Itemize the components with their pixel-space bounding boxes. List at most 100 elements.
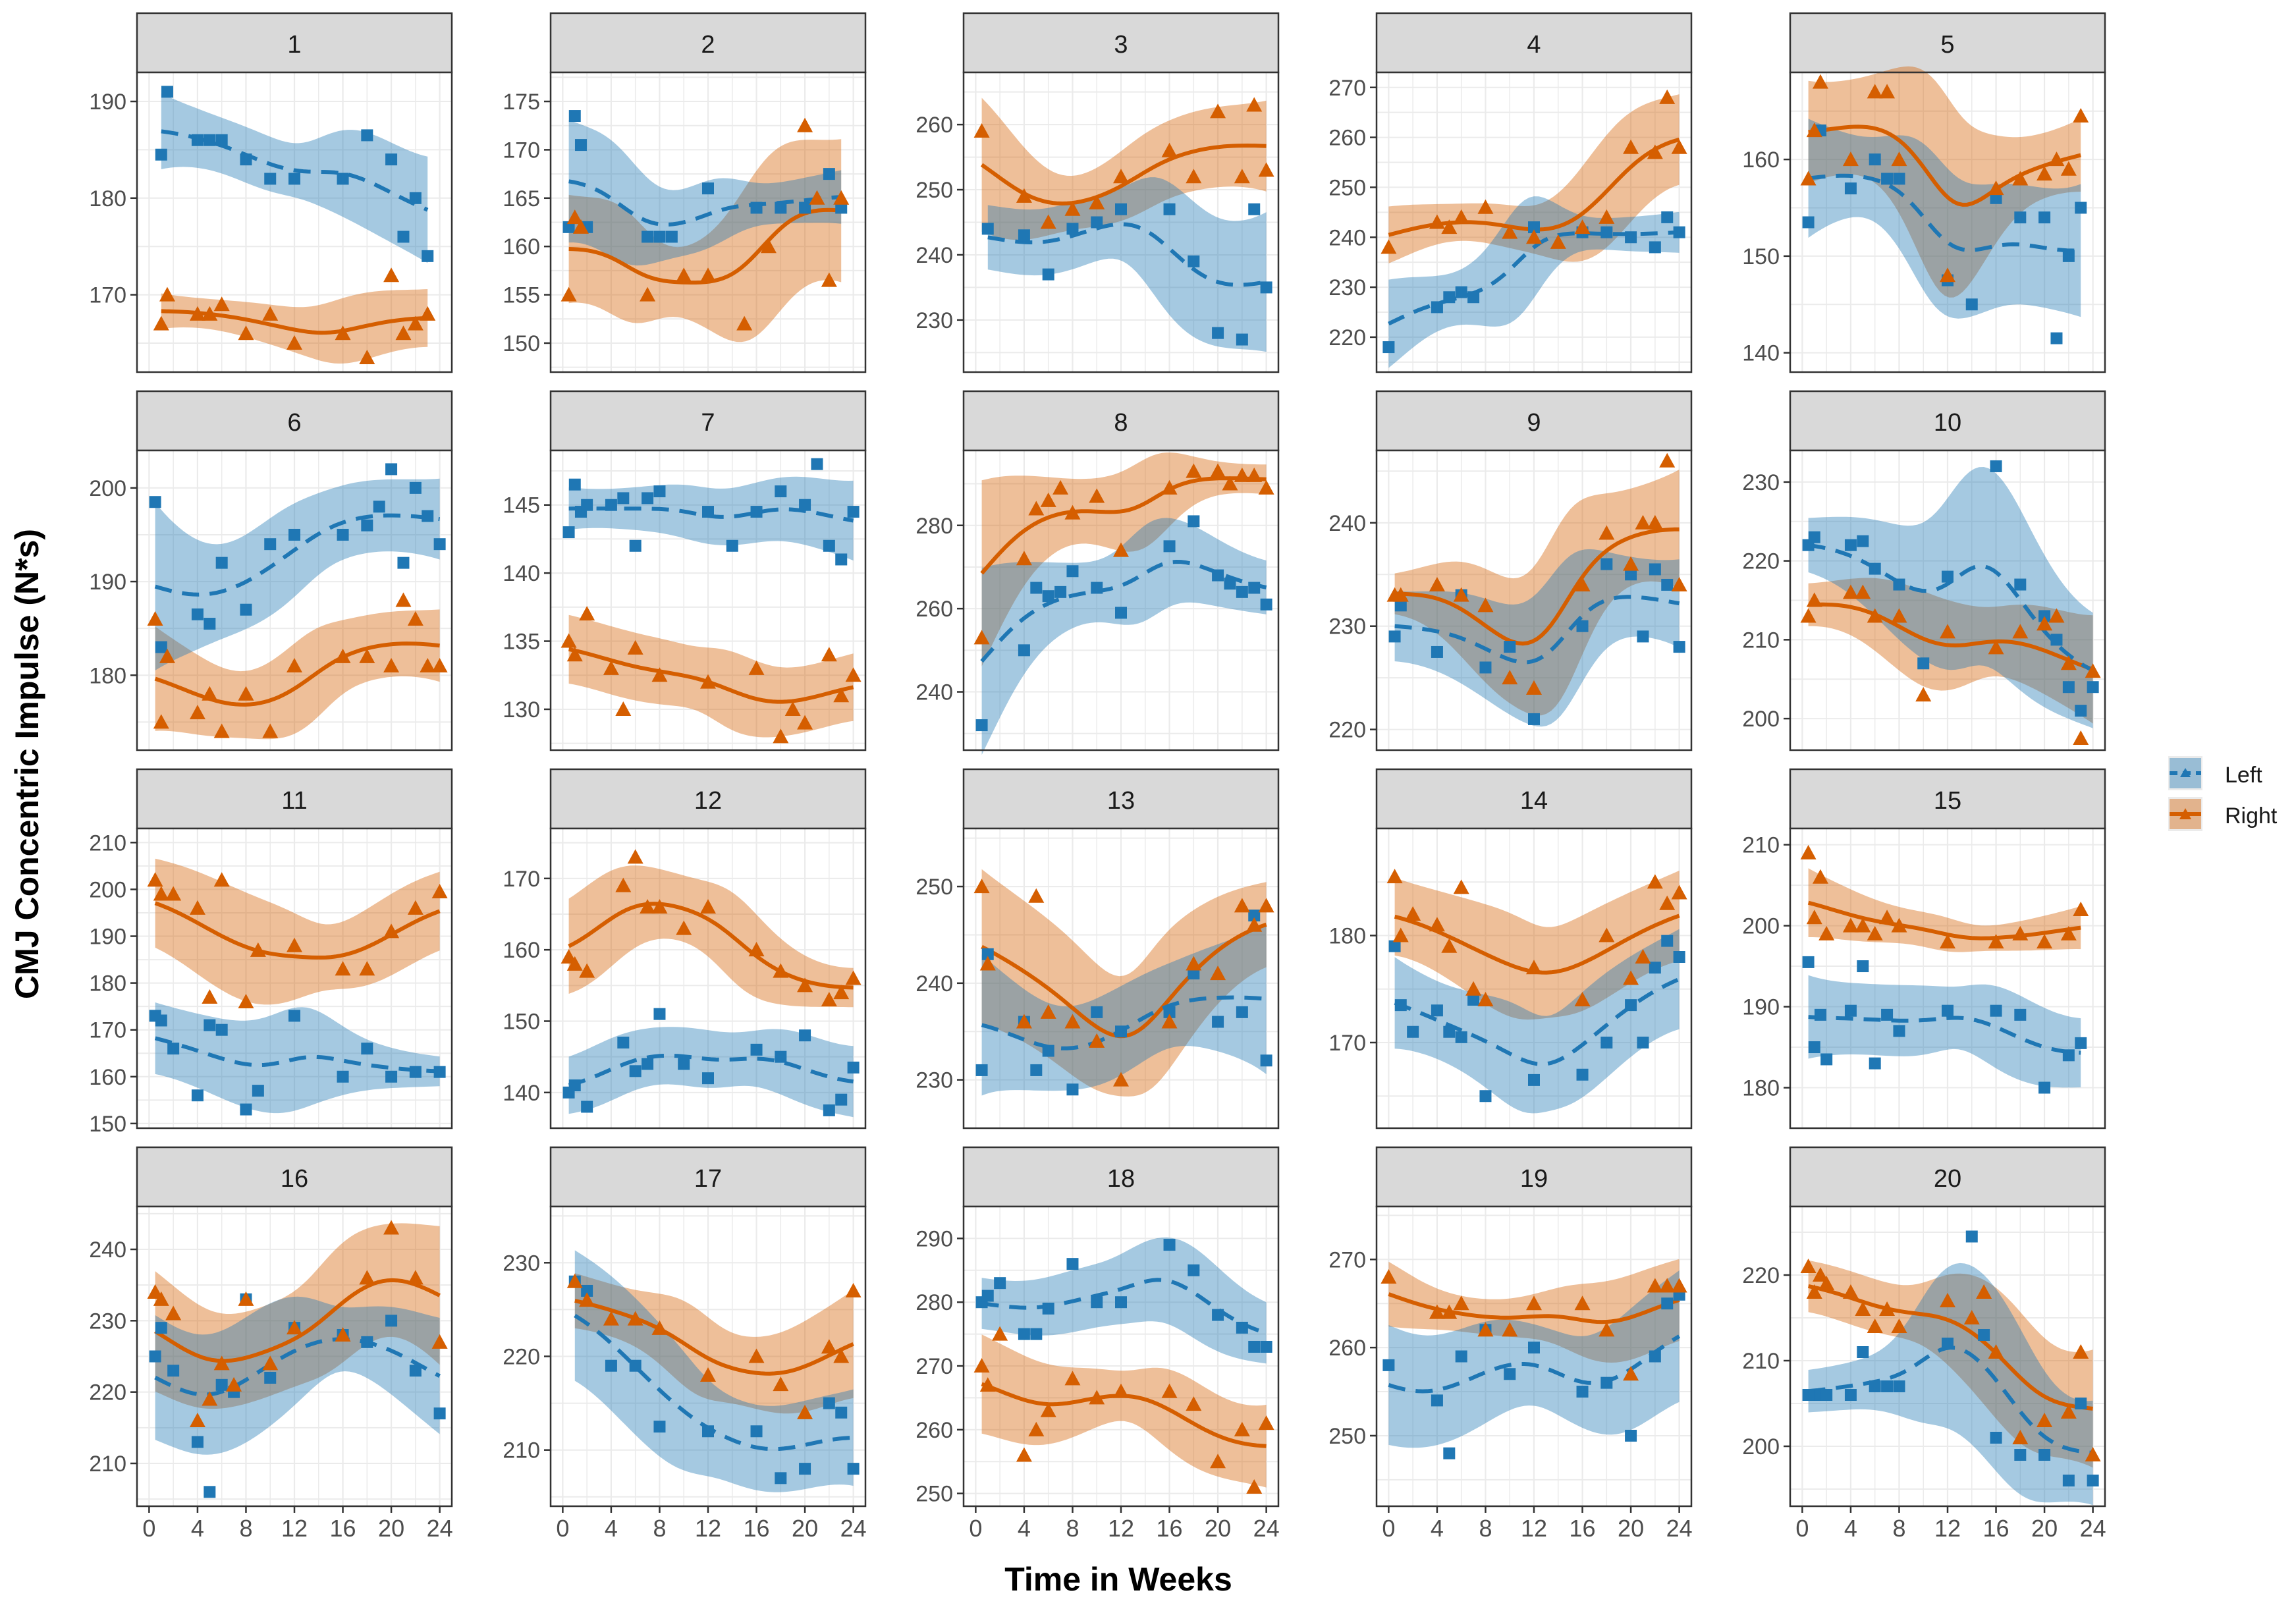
- point-left: [1066, 1083, 1079, 1096]
- point-left: [605, 1359, 617, 1372]
- point-left: [1248, 582, 1261, 594]
- point-left: [191, 1436, 204, 1448]
- point-right: [1210, 103, 1226, 119]
- point-left: [215, 557, 228, 569]
- facet-panel-9: 9 220 230 240: [1328, 390, 1693, 751]
- confidence-band-left: [981, 518, 1267, 755]
- point-right: [773, 963, 789, 978]
- y-tick-label: 210: [89, 1452, 126, 1477]
- y-tick-label: 210: [1742, 833, 1780, 858]
- point-right: [845, 1282, 861, 1297]
- point-right: [335, 1327, 351, 1342]
- confidence-band-right: [1388, 1259, 1680, 1363]
- point-right: [431, 1334, 448, 1349]
- facet-strip: [549, 12, 867, 74]
- point-left: [750, 506, 763, 518]
- point-right: [1915, 687, 1932, 702]
- x-tick-label: 12: [1934, 1515, 1961, 1542]
- x-tick-label: 8: [239, 1515, 252, 1542]
- point-left: [1018, 229, 1030, 242]
- smooth-line-left: [1394, 977, 1680, 1066]
- point-right: [1161, 1014, 1178, 1029]
- point-right: [1940, 624, 1955, 639]
- facet-strip-label: 4: [1527, 31, 1541, 59]
- y-tick-label: 200: [1742, 707, 1780, 732]
- point-right: [1064, 1371, 1081, 1386]
- point-right: [1647, 514, 1663, 530]
- smooth-line-left: [987, 222, 1267, 287]
- point-right: [1599, 1322, 1615, 1337]
- point-left: [1467, 994, 1480, 1006]
- point-right: [2048, 608, 2065, 623]
- facet-strip-label: 18: [1107, 1165, 1135, 1193]
- facet-panel-1: 1 170 180 190: [89, 12, 453, 373]
- point-left: [1388, 630, 1401, 643]
- point-left: [361, 519, 373, 531]
- point-left: [678, 1058, 690, 1070]
- panels-layer: 1170180190215015516016517017532302402502…: [89, 12, 2106, 1542]
- point-left: [191, 608, 204, 620]
- smooth-line-left: [154, 1036, 440, 1074]
- y-tick-label: 180: [89, 663, 126, 688]
- point-left: [1212, 1016, 1224, 1028]
- point-right: [1550, 234, 1566, 249]
- point-right: [2036, 616, 2053, 631]
- y-tick-label: 160: [1742, 148, 1780, 173]
- point-left: [642, 231, 654, 243]
- point-right: [1818, 1276, 1835, 1290]
- point-left: [2038, 211, 2051, 224]
- y-tick-label: 230: [1328, 614, 1366, 639]
- point-right: [1234, 1421, 1250, 1436]
- smooth-line-left: [574, 1313, 854, 1452]
- point-right: [1891, 151, 1907, 167]
- point-right: [213, 1355, 230, 1371]
- point-left: [2062, 1475, 2075, 1486]
- panel-border: [1789, 827, 2106, 1129]
- point-right: [2036, 166, 2053, 181]
- point-right: [579, 606, 595, 621]
- x-tick-label: 20: [2031, 1515, 2058, 1542]
- facet-panel-8: 8 240 260 280: [916, 390, 1280, 755]
- point-right: [1976, 1284, 1992, 1299]
- point-left: [1188, 515, 1200, 528]
- smooth-line-right: [1807, 1284, 2093, 1411]
- point-right: [797, 977, 813, 993]
- point-right: [287, 335, 302, 350]
- point-left: [653, 231, 666, 243]
- point-right: [1574, 992, 1591, 1006]
- point-left: [1431, 1394, 1443, 1407]
- point-left: [847, 1463, 860, 1475]
- point-left: [1042, 268, 1054, 281]
- point-left: [240, 1103, 252, 1116]
- point-right: [2060, 925, 2077, 940]
- point-right: [1016, 551, 1032, 566]
- point-left: [1965, 1230, 1978, 1243]
- point-right: [603, 1311, 619, 1326]
- point-right: [1222, 476, 1238, 491]
- facet-panel-18: 18 250 260 270 280 290 0 4 8 12 16 20 24: [916, 1146, 1280, 1542]
- point-left: [385, 1315, 398, 1327]
- point-right: [784, 701, 801, 716]
- y-tick-label: 260: [1328, 1336, 1366, 1361]
- facet-strip-label: 10: [1934, 409, 1961, 437]
- point-right: [1028, 888, 1045, 903]
- point-right: [262, 306, 279, 321]
- point-left: [1600, 558, 1613, 570]
- point-right: [1246, 1479, 1263, 1494]
- smooth-line-left: [568, 179, 842, 227]
- point-left: [702, 506, 714, 518]
- facet-strip-label: 14: [1520, 787, 1548, 815]
- point-left: [1236, 585, 1248, 598]
- smooth-line-right: [980, 143, 1267, 206]
- x-tick-label: 24: [1253, 1515, 1280, 1542]
- y-tick-label: 240: [1328, 225, 1366, 250]
- point-left: [1248, 910, 1261, 922]
- x-tick-label: 12: [1108, 1515, 1134, 1542]
- point-right: [1988, 1344, 2004, 1359]
- point-left: [1066, 223, 1079, 235]
- y-tick-label: 230: [916, 308, 953, 333]
- point-right: [238, 1291, 254, 1306]
- facet-strip: [1375, 1146, 1693, 1208]
- point-left: [1600, 226, 1613, 238]
- point-right: [809, 190, 825, 205]
